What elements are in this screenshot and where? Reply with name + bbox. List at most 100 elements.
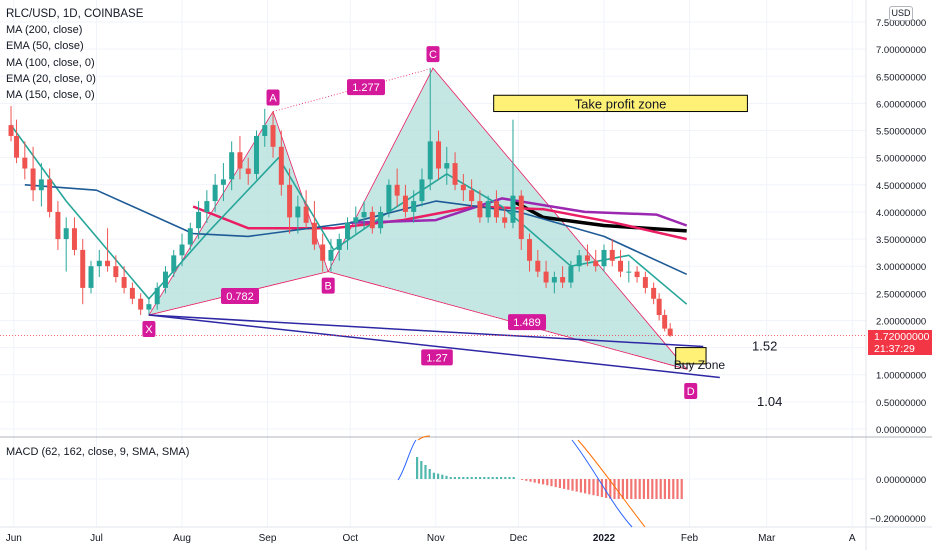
candle-body [63,228,69,240]
indicator-ma100[interactable]: MA (100, close, 0) [6,56,95,69]
macd-histogram-bar [596,479,599,497]
ratio-line-bd [328,271,687,370]
level-label-upper: 1.52 [752,339,777,354]
candle-body [253,135,259,174]
y-tick-label: 2.50000000 [876,289,926,300]
macd-histogram-bar [495,477,498,479]
x-tick-label: Sep [259,533,277,544]
candle-body [427,141,433,180]
candle-body [419,179,425,202]
point-label-b: B [325,281,332,293]
x-tick-label: Feb [681,533,699,544]
macd-histogram-bar [588,479,591,495]
macd-histogram-bar [672,479,675,499]
macd-histogram-bar [445,475,448,479]
ratio-label-1277: 1.277 [352,82,380,94]
ma-line-2 [350,197,688,227]
candle-body [146,304,152,310]
macd-histogram-bar [659,479,662,499]
y-tick-label: 5.50000000 [876,127,926,138]
macd-histogram-bar [571,479,574,491]
buy-zone [675,347,707,365]
chart-legend: RLC/USD, 1D, COINBASE MA (200, close) EM… [6,6,143,103]
candle-body [113,266,119,278]
take-profit-label: Take profit zone [575,96,667,111]
macd-histogram-bar [458,477,461,479]
candle-body [196,211,202,229]
macd-histogram-bar [609,479,612,499]
x-tick-label: 2022 [593,533,616,544]
candle-body [651,287,657,299]
ratio-label-1489-bg [508,314,546,331]
candle-body [634,271,640,278]
macd-histogram-bar [550,479,553,487]
macd-histogram-bar [663,479,666,499]
candle-body [121,277,127,288]
candle-body [353,217,359,223]
candle-body [154,287,160,305]
last-price-value: 1.72000000 [874,331,930,343]
indicator-ema50[interactable]: EMA (50, close) [6,40,84,53]
signal-line-end [577,439,646,528]
candle-body [47,179,53,212]
candle-body [568,266,574,283]
point-label-d-bg [684,383,698,400]
macd-histogram-bar [647,479,650,499]
candle-body [411,201,417,212]
macd-histogram-bar [554,479,557,488]
candle-body [162,271,168,288]
y-tick-label: 2.00000000 [876,316,926,327]
ratio-line-xb [148,271,329,316]
macd-histogram-bar [479,477,482,479]
macd-histogram-bar [626,479,629,499]
candle-body [477,201,483,218]
x-tick-label: Oct [342,533,358,544]
candle-body [245,168,251,174]
candle-body [493,201,499,218]
candle-body [212,184,218,202]
candle-body [444,163,450,169]
ratio-label-1277-bg [347,79,385,96]
indicator-ma200[interactable]: MA (200, close) [6,24,83,37]
macd-histogram-bar [416,457,419,479]
macd-histogram-bar [420,461,423,479]
macd-line-end [571,439,633,528]
ratio-label-0782: 0.782 [226,291,254,303]
candle-body [369,211,375,229]
macd-indicator-label[interactable]: MACD (62, 162, close, 9, SMA, SMA) [6,446,190,458]
y-tick-label: 0.50000000 [876,398,926,409]
y-tick-label: 0.00000000 [876,425,926,436]
point-label-x: X [145,324,153,336]
x-tick-label: Dec [510,533,528,544]
indicator-ma150[interactable]: MA (150, close, 0) [6,89,95,102]
macd-histogram-bar [655,479,658,499]
candle-body [345,222,351,240]
currency-badge[interactable]: USD [889,6,913,21]
candle-body [593,260,599,267]
candle-body [71,228,77,250]
candle-body [386,184,392,212]
candle-body [105,260,111,267]
candle-body [618,260,624,272]
candle-body [502,217,508,223]
x-tick-label: Nov [427,533,445,544]
candle-body [179,244,185,256]
point-label-a: A [269,93,277,105]
candle-body [656,298,662,316]
macd-histogram-bar [487,477,490,479]
y-tick-label: 1.00000000 [876,371,926,382]
wedge-upper-line [148,314,704,348]
indicator-ema20[interactable]: EMA (20, close, 0) [6,72,96,85]
y-tick-label: 4.50000000 [876,181,926,192]
macd-histogram-bar [508,477,511,479]
candle-body [22,157,28,169]
macd-histogram-bar [575,479,578,492]
macd-neg-label: −0.20000000 [870,514,926,525]
wedge-lower-line [148,314,720,379]
macd-histogram-bar [533,479,536,483]
macd-histogram-bar [634,479,637,499]
candle-body [527,239,533,261]
point-label-a-bg [266,89,280,106]
candle-body [262,125,268,136]
